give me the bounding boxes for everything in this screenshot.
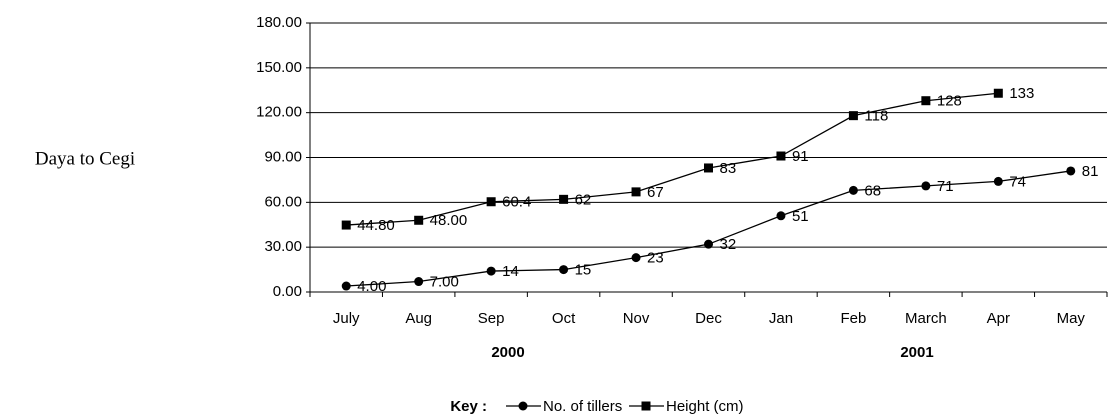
data-label: 81 <box>1082 163 1099 180</box>
x-tick-label: Nov <box>623 310 650 327</box>
x-tick-label: May <box>1057 310 1086 327</box>
data-label: 67 <box>647 184 664 201</box>
point <box>848 111 858 121</box>
data-label: 71 <box>937 178 954 195</box>
y-tick-label: 90.00 <box>264 148 302 165</box>
point <box>486 197 496 207</box>
series-line <box>346 92 999 226</box>
data-label: 118 <box>864 108 888 125</box>
x-tick-label: Dec <box>695 310 722 327</box>
y-tick-label: 0.00 <box>273 283 302 300</box>
point <box>486 266 496 276</box>
point <box>341 281 351 291</box>
data-label: 14 <box>502 263 519 280</box>
point <box>631 253 641 263</box>
x-tick-label: March <box>905 310 947 327</box>
point <box>414 277 424 287</box>
year-label: 2000 <box>491 344 524 361</box>
point <box>704 239 713 249</box>
data-label: 133 <box>1009 85 1034 102</box>
data-label: 91 <box>792 148 809 165</box>
point <box>921 96 931 106</box>
data-label: 60.4 <box>502 194 531 211</box>
x-tick-label: Sep <box>478 310 505 327</box>
y-tick-label: 60.00 <box>264 193 302 210</box>
data-label: 4.00 <box>357 278 386 295</box>
data-label: 74 <box>1009 173 1026 190</box>
x-tick-label: Oct <box>552 310 576 327</box>
point <box>993 88 1003 98</box>
data-label: 48.00 <box>430 212 468 229</box>
point <box>848 185 858 195</box>
point <box>559 265 569 275</box>
data-label: 32 <box>720 236 737 253</box>
data-label: 62 <box>575 191 592 208</box>
x-tick-label: Jan <box>769 310 793 327</box>
point <box>559 194 569 204</box>
point <box>518 401 528 411</box>
data-label: 7.00 <box>430 274 459 291</box>
data-label: 128 <box>937 93 962 110</box>
data-label: 44.80 <box>357 217 395 234</box>
point <box>993 176 1003 186</box>
y-tick-label: 150.00 <box>256 59 302 76</box>
y-tick-label: 120.00 <box>256 104 302 121</box>
legend-label: No. of tillers <box>543 398 622 414</box>
point <box>921 181 931 191</box>
legend-label: Height (cm) <box>666 398 744 414</box>
data-label: 51 <box>792 208 809 225</box>
point <box>1066 166 1076 176</box>
side-label: Daya to Cegi <box>35 148 135 169</box>
x-tick-label: Apr <box>987 310 1010 327</box>
x-tick-label: July <box>333 310 360 327</box>
point <box>641 401 651 411</box>
point <box>704 163 713 173</box>
data-label: 23 <box>647 250 664 267</box>
point <box>776 211 786 221</box>
data-label: 68 <box>864 182 881 199</box>
point <box>414 215 424 225</box>
x-tick-label: Aug <box>405 310 432 327</box>
data-label: 15 <box>575 262 592 279</box>
point <box>631 187 641 197</box>
y-tick-label: 180.00 <box>256 14 302 31</box>
x-tick-label: Feb <box>840 310 866 327</box>
year-label: 2001 <box>900 344 933 361</box>
y-tick-label: 30.00 <box>264 238 302 255</box>
legend-title: Key : <box>450 398 487 414</box>
data-label: 83 <box>720 160 737 177</box>
point <box>341 220 351 230</box>
point <box>776 151 786 161</box>
